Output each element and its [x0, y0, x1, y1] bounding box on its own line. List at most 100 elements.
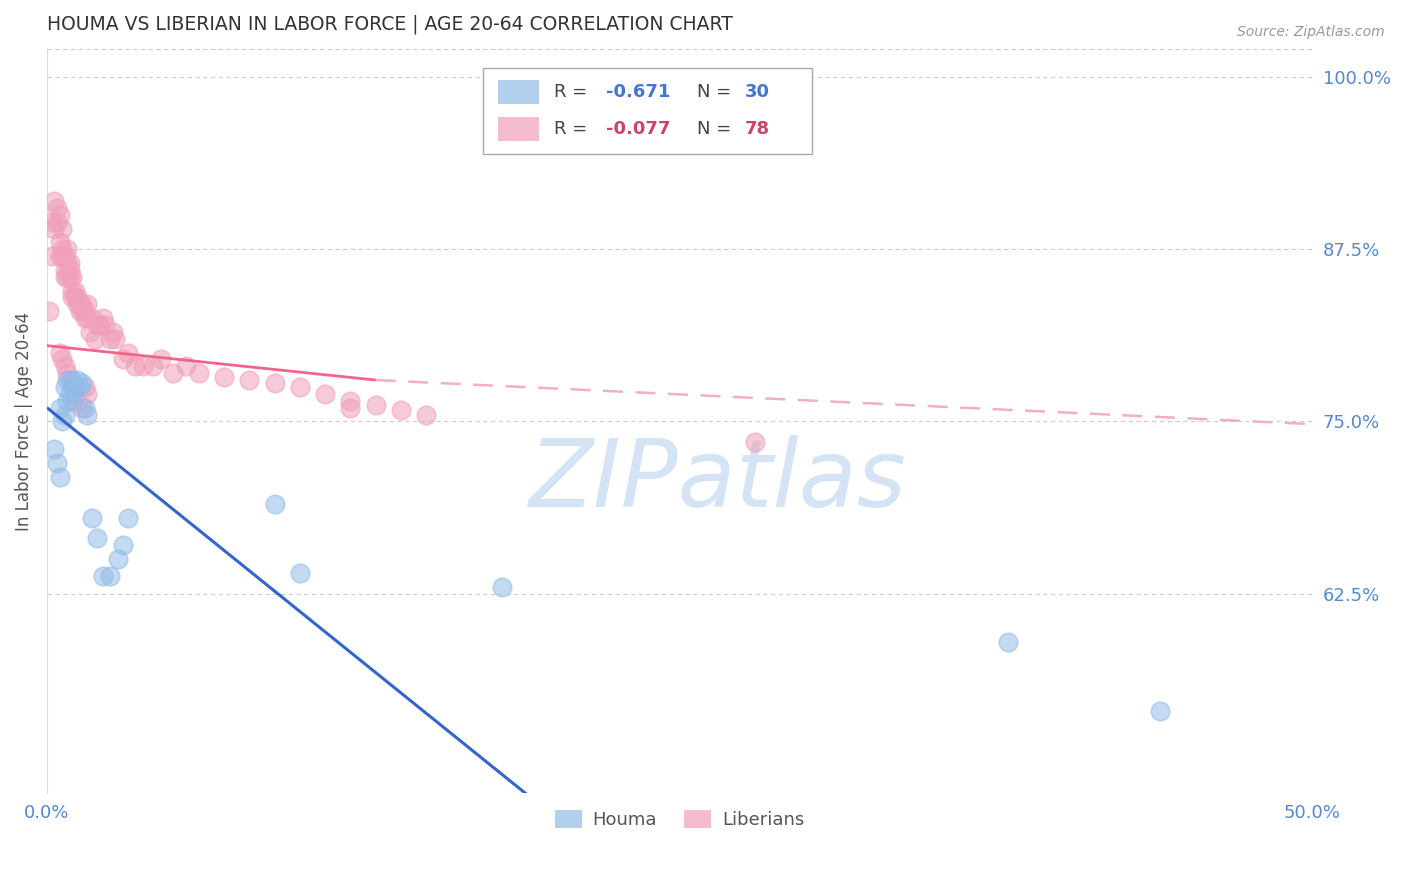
Point	[149, 352, 172, 367]
Point	[51, 242, 73, 256]
Point	[48, 208, 70, 222]
Text: ZIPatlas: ZIPatlas	[529, 435, 907, 526]
FancyBboxPatch shape	[499, 80, 538, 103]
Point	[263, 376, 285, 390]
Point	[744, 435, 766, 450]
Point	[56, 366, 79, 380]
Point	[59, 256, 82, 270]
Point	[59, 269, 82, 284]
Point	[59, 373, 82, 387]
Point	[48, 345, 70, 359]
Point	[82, 311, 104, 326]
Point	[111, 352, 134, 367]
Point	[73, 401, 96, 415]
Text: R =: R =	[554, 120, 593, 138]
Point	[56, 269, 79, 284]
Point	[117, 511, 139, 525]
Point	[174, 359, 197, 374]
Point	[117, 345, 139, 359]
Point	[84, 332, 107, 346]
Text: HOUMA VS LIBERIAN IN LABOR FORCE | AGE 20-64 CORRELATION CHART: HOUMA VS LIBERIAN IN LABOR FORCE | AGE 2…	[46, 15, 733, 35]
Point	[491, 580, 513, 594]
Point	[60, 284, 83, 298]
Point	[59, 263, 82, 277]
Point	[41, 214, 63, 228]
Point	[48, 469, 70, 483]
Point	[72, 297, 94, 311]
Point	[60, 373, 83, 387]
Point	[79, 325, 101, 339]
Point	[66, 393, 89, 408]
Point	[56, 256, 79, 270]
Point	[60, 269, 83, 284]
Point	[48, 235, 70, 250]
Point	[53, 380, 76, 394]
FancyBboxPatch shape	[499, 117, 538, 141]
Text: N =: N =	[697, 120, 737, 138]
Text: Source: ZipAtlas.com: Source: ZipAtlas.com	[1237, 25, 1385, 39]
Point	[1149, 704, 1171, 718]
Point	[98, 332, 121, 346]
Point	[53, 263, 76, 277]
Point	[132, 359, 155, 374]
Point	[46, 201, 69, 215]
Point	[53, 408, 76, 422]
Point	[111, 538, 134, 552]
Point	[98, 568, 121, 582]
Point	[76, 408, 98, 422]
Point	[60, 393, 83, 408]
Point	[46, 214, 69, 228]
Point	[66, 297, 89, 311]
Point	[48, 249, 70, 263]
Text: 30: 30	[745, 83, 770, 101]
Point	[86, 532, 108, 546]
Point	[364, 398, 387, 412]
Point	[124, 359, 146, 374]
Text: R =: R =	[554, 83, 593, 101]
Point	[51, 414, 73, 428]
Point	[66, 373, 89, 387]
Point	[415, 408, 437, 422]
Point	[76, 387, 98, 401]
Point	[66, 290, 89, 304]
Point	[162, 366, 184, 380]
Point	[238, 373, 260, 387]
Point	[263, 497, 285, 511]
Point	[314, 387, 336, 401]
Point	[94, 318, 117, 332]
Y-axis label: In Labor Force | Age 20-64: In Labor Force | Age 20-64	[15, 312, 32, 531]
Point	[288, 380, 311, 394]
Point	[60, 380, 83, 394]
FancyBboxPatch shape	[484, 68, 813, 153]
Point	[288, 566, 311, 580]
Point	[72, 304, 94, 318]
Point	[73, 380, 96, 394]
Text: 78: 78	[745, 120, 770, 138]
Point	[38, 304, 60, 318]
Point	[89, 318, 111, 332]
Point	[86, 318, 108, 332]
Point	[56, 373, 79, 387]
Point	[44, 194, 66, 208]
Point	[187, 366, 209, 380]
Point	[142, 359, 165, 374]
Point	[51, 249, 73, 263]
Point	[339, 401, 361, 415]
Point	[63, 284, 86, 298]
Point	[53, 269, 76, 284]
Point	[389, 403, 412, 417]
Point	[91, 568, 114, 582]
Point	[56, 393, 79, 408]
Point	[69, 380, 91, 394]
Point	[59, 387, 82, 401]
Point	[73, 304, 96, 318]
Legend: Houma, Liberians: Houma, Liberians	[547, 803, 811, 837]
Point	[82, 511, 104, 525]
Text: N =: N =	[697, 83, 737, 101]
Point	[63, 387, 86, 401]
Point	[60, 290, 83, 304]
Point	[69, 297, 91, 311]
Point	[56, 242, 79, 256]
Point	[91, 311, 114, 326]
Text: -0.077: -0.077	[606, 120, 671, 138]
